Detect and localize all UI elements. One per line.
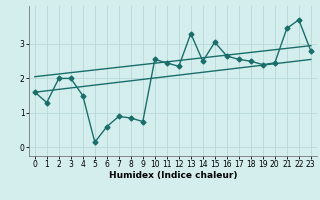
X-axis label: Humidex (Indice chaleur): Humidex (Indice chaleur) [108, 171, 237, 180]
